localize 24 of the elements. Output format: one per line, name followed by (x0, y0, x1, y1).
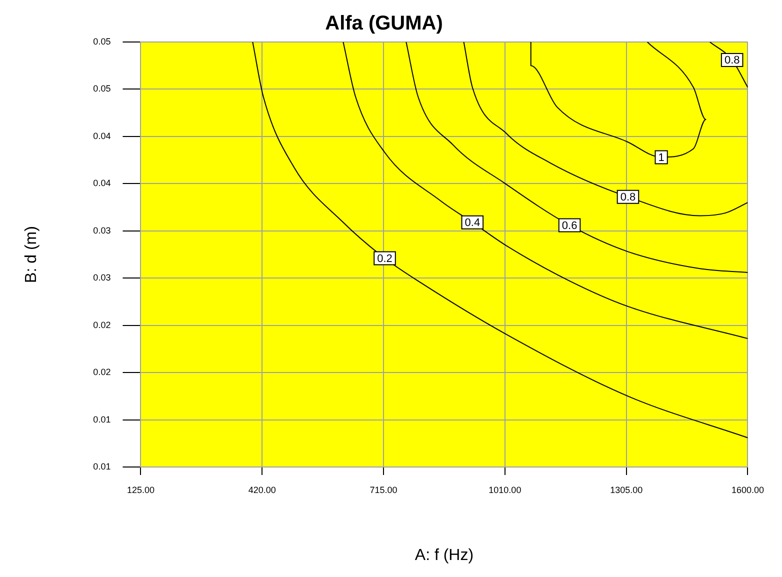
y-tick-label: 0.03 (93, 225, 111, 236)
y-tick-label: 0.05 (93, 36, 111, 46)
series-label: 1 (658, 152, 664, 164)
x-tick-label: 1305.00 (610, 484, 643, 495)
x-tick-label: 420.00 (248, 484, 276, 495)
x-tick-label: 715.00 (370, 484, 398, 495)
y-tick-label: 0.05 (93, 84, 111, 94)
chart-title: Alfa (GUMA) (325, 12, 443, 35)
y-tick-label: 0.02 (93, 320, 111, 330)
x-axis-title: A: f (Hz) (414, 546, 474, 564)
y-tick-label: 0.03 (93, 272, 111, 283)
y-tick-label: 0.01 (93, 414, 111, 424)
y-tick-label: 0.04 (93, 178, 111, 188)
line-series (252, 42, 748, 438)
x-tick-label: 1600.00 (731, 484, 764, 495)
x-tick-label: 1010.00 (488, 484, 522, 495)
y-tick-label: 0.01 (93, 461, 111, 472)
x-tick-label: 125.00 (126, 484, 154, 495)
line-series (342, 42, 748, 340)
line-series (463, 42, 748, 216)
line-series (406, 42, 748, 273)
y-axis-title: B: d (m) (23, 226, 40, 283)
y-tick-label: 0.02 (93, 367, 111, 378)
y-tick-label: 0.04 (93, 130, 111, 141)
